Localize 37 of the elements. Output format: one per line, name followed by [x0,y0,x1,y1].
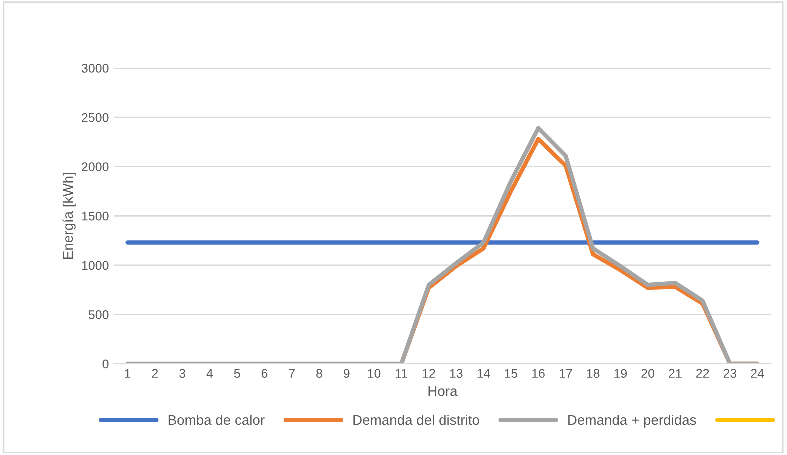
x-tick-label: 10 [368,369,381,378]
y-tick-label: 2500 [82,113,109,122]
x-tick-label: 17 [560,369,572,378]
x-tick-label: 16 [532,369,545,378]
x-tick-label: 19 [614,369,628,378]
x-tick-label: 24 [751,369,764,378]
x-tick-label: 22 [696,369,710,378]
x-tick-label: 7 [289,369,295,378]
legend-label: Bomba de calor [168,414,265,426]
x-tick-label: 8 [316,369,322,378]
y-axis-title: Energía [kWh] [62,173,76,259]
x-tick-label: 15 [505,369,518,378]
x-tick-label: 5 [234,369,240,378]
x-tick-label: 23 [724,369,737,378]
x-tick-label: 12 [423,369,436,378]
legend-label: Demanda + perdidas [568,414,696,428]
line-series [126,126,760,364]
x-tick-label: 9 [344,369,350,378]
y-tick-label: 500 [88,310,109,320]
y-tick-label: 3000 [82,64,109,73]
x-tick-label: 2 [152,369,158,378]
x-tick-label: 6 [262,369,268,378]
x-axis-title: Hora [428,386,458,396]
x-tick-label: 21 [669,369,682,378]
x-tick-label: 18 [587,369,600,378]
x-tick-label: 20 [642,369,655,378]
y-tick-label: 1500 [82,212,109,221]
x-tick-label: 1 [125,369,131,378]
x-tick-label: 13 [450,369,463,378]
x-tick-label: 11 [396,369,408,378]
x-tick-label: 3 [180,369,186,378]
x-tick-label: 4 [206,369,214,378]
x-tick-label: 14 [478,369,490,378]
y-tick-label: 2000 [82,162,109,172]
y-tick-label: 0 [102,360,109,369]
y-tick-label: 1000 [82,261,109,270]
legend-label: Demanda del distrito [354,414,480,426]
